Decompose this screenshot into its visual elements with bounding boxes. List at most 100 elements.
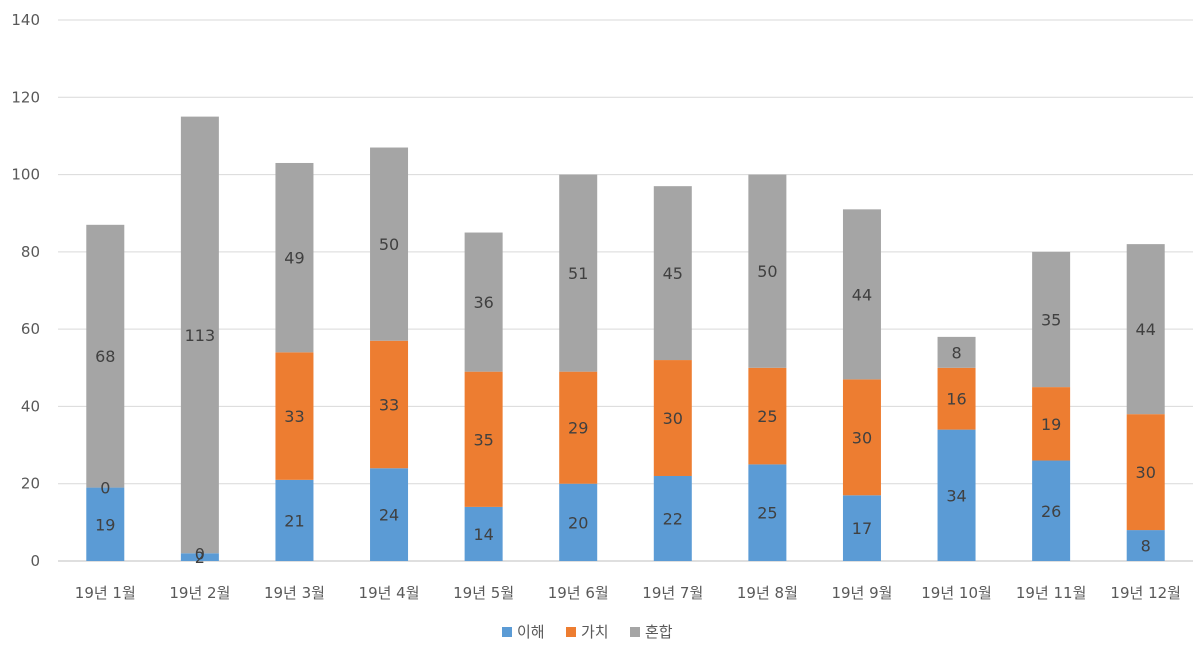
data-label: 50	[379, 235, 399, 254]
gridlines	[58, 19, 1193, 562]
data-label: 8	[1141, 537, 1151, 556]
y-tick-label: 80	[21, 243, 40, 261]
data-label: 33	[284, 407, 304, 426]
y-tick-label: 20	[21, 475, 40, 493]
data-label: 51	[568, 264, 588, 283]
bar-segment	[653, 475, 692, 561]
data-label: 33	[379, 395, 399, 414]
legend-label: 혼합	[645, 623, 673, 641]
data-label: 113	[185, 326, 216, 345]
bar-segment	[1032, 251, 1071, 388]
data-label: 25	[757, 407, 777, 426]
data-label: 24	[379, 506, 399, 525]
data-label: 30	[852, 428, 872, 447]
legend-swatch	[502, 627, 512, 637]
x-tick-label: 19년 8월	[737, 584, 798, 602]
x-tick-label: 19년 9월	[831, 584, 892, 602]
bar-segment	[180, 116, 219, 554]
x-tick-label: 19년 10월	[921, 584, 992, 602]
y-tick-label: 140	[11, 11, 40, 29]
data-label: 19	[1041, 415, 1061, 434]
x-tick-label: 19년 3월	[264, 584, 325, 602]
bar-segment	[464, 232, 503, 372]
y-axis: 0 20 40 60 80 100 120 140	[11, 11, 40, 570]
data-label: 17	[852, 519, 872, 538]
bar-segment	[370, 147, 409, 341]
data-label: 14	[473, 525, 493, 544]
data-label: 29	[568, 419, 588, 438]
x-tick-label: 19년 11월	[1016, 584, 1087, 602]
data-label: 16	[946, 390, 966, 409]
data-label: 45	[663, 264, 683, 283]
bar-segment	[653, 360, 692, 476]
data-label: 36	[473, 293, 493, 312]
bar-segment	[937, 367, 976, 430]
x-tick-label: 19년 7월	[642, 584, 703, 602]
bar-segment	[1032, 460, 1071, 561]
bar-segment	[748, 367, 787, 465]
data-label: 34	[946, 486, 966, 505]
data-label: 26	[1041, 502, 1061, 521]
data-labels: 1906820113213349243350143536202951223045…	[95, 235, 1156, 567]
bar-segment	[180, 553, 219, 561]
bar-segment	[1126, 244, 1165, 415]
x-tick-label: 19년 1월	[75, 584, 136, 602]
data-label: 20	[568, 513, 588, 532]
data-label: 0	[100, 479, 110, 498]
bar-segment	[464, 506, 503, 561]
data-label: 50	[757, 262, 777, 281]
x-tick-label: 19년 6월	[548, 584, 609, 602]
x-axis: 19년 1월 19년 2월 19년 3월 19년 4월 19년 5월 19년 6월 19년 …	[75, 584, 1181, 602]
data-label: 35	[473, 430, 493, 449]
bar-segment	[653, 186, 692, 361]
legend-swatch	[566, 627, 576, 637]
bar-segment	[1126, 530, 1165, 561]
bar-segment	[464, 371, 503, 507]
bar-segment	[842, 495, 881, 561]
bar-segment	[370, 468, 409, 561]
x-tick-label: 19년 2월	[169, 584, 230, 602]
y-tick-label: 0	[30, 552, 40, 570]
data-label: 8	[951, 343, 961, 362]
y-tick-label: 60	[21, 320, 40, 338]
x-tick-label: 19년 4월	[359, 584, 420, 602]
bar-segment	[1032, 387, 1071, 461]
x-tick-label: 19년 12월	[1110, 584, 1181, 602]
data-label: 30	[1136, 463, 1156, 482]
x-tick-label: 19년 5월	[453, 584, 514, 602]
data-label: 0	[195, 544, 205, 563]
bar-segment	[842, 379, 881, 496]
data-label: 35	[1041, 310, 1061, 329]
bar-segment	[559, 174, 598, 372]
y-tick-label: 40	[21, 397, 40, 415]
data-label: 44	[1136, 320, 1156, 339]
bar-segment	[748, 174, 787, 368]
legend-label: 가치	[581, 623, 609, 641]
legend-swatch	[630, 627, 640, 637]
bar-segment	[275, 162, 314, 353]
data-label: 25	[757, 504, 777, 523]
bar-segment	[86, 224, 125, 488]
y-tick-label: 120	[11, 88, 40, 106]
data-label: 21	[284, 511, 304, 530]
data-label: 68	[95, 347, 115, 366]
data-label: 44	[852, 285, 872, 304]
bar-segment	[86, 487, 125, 561]
bar-segment	[275, 479, 314, 561]
bar-segment	[1126, 414, 1165, 531]
data-label: 49	[284, 249, 304, 268]
bar-segment	[937, 336, 976, 368]
data-label: 22	[663, 509, 683, 528]
bar-segment	[937, 429, 976, 561]
bar-segment	[559, 371, 598, 484]
y-tick-label: 100	[11, 166, 40, 184]
bars	[86, 116, 1165, 561]
legend-label: 이해	[517, 623, 545, 641]
bar-segment	[275, 352, 314, 480]
legend: 이해 가치 혼합	[502, 623, 673, 641]
bar-segment	[370, 340, 409, 469]
bar-segment	[748, 464, 787, 561]
data-label: 19	[95, 515, 115, 534]
bar-segment	[842, 209, 881, 380]
